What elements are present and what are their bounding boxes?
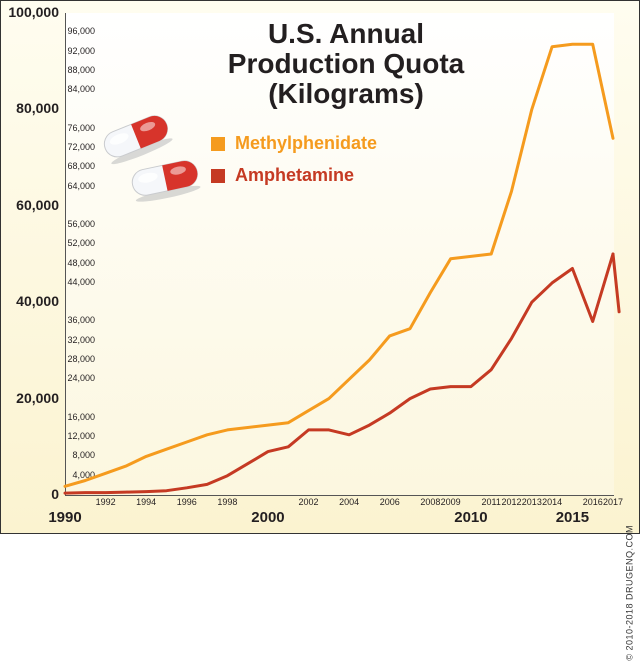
- legend-label: Methylphenidate: [235, 133, 377, 154]
- series-methylphenidate: [65, 44, 613, 486]
- quota-chart: 020,00040,00060,00080,000100,000 4,0008,…: [0, 0, 640, 534]
- title-line-1: U.S. Annual: [268, 18, 424, 49]
- legend-label: Amphetamine: [235, 165, 354, 186]
- credit-text: © 2010-2018 DRUGENQ.COM: [625, 525, 635, 661]
- title-line-2: Production Quota: [228, 48, 464, 79]
- legend-swatch-icon: [211, 169, 225, 183]
- title-line-3: (Kilograms): [268, 78, 424, 109]
- chart-title: U.S. Annual Production Quota (Kilograms): [196, 19, 496, 110]
- legend-item-amphetamine: Amphetamine: [211, 165, 354, 186]
- legend-swatch-icon: [211, 137, 225, 151]
- legend-item-methylphenidate: Methylphenidate: [211, 133, 377, 154]
